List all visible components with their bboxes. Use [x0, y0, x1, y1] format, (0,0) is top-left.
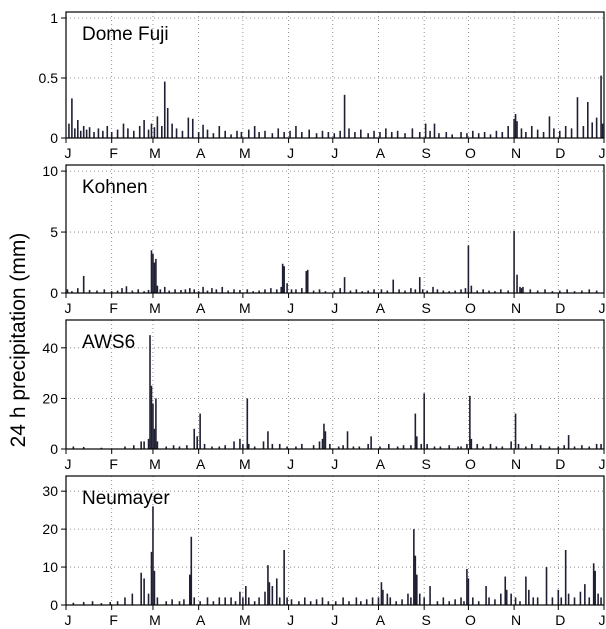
x-tick-label: M: [149, 145, 161, 161]
y-axis-label: 24 h precipitation (mm): [7, 233, 30, 448]
x-tick-label: N: [511, 456, 521, 472]
x-tick-label: J: [65, 300, 72, 316]
panel-title: Neumayer: [82, 488, 170, 509]
x-tick-label: J: [599, 612, 606, 628]
panel-title: Dome Fuji: [82, 24, 169, 45]
x-tick-label: A: [376, 456, 386, 472]
x-tick-label: D: [555, 145, 565, 161]
x-tick-label: A: [196, 300, 206, 316]
y-tick-label: 0: [50, 441, 58, 457]
x-tick-label: F: [109, 145, 118, 161]
x-tick-label: A: [196, 456, 206, 472]
x-tick-label: S: [422, 612, 431, 628]
y-tick-label: 20: [42, 390, 58, 406]
x-tick-label: N: [511, 300, 521, 316]
x-tick-label: J: [331, 300, 338, 316]
x-tick-label: M: [149, 300, 161, 316]
x-tick-label: S: [422, 300, 431, 316]
y-tick-label: 40: [42, 340, 58, 356]
x-tick-label: A: [196, 612, 206, 628]
x-tick-label: M: [239, 145, 251, 161]
x-tick-label: M: [239, 456, 251, 472]
y-tick-label: 1: [50, 10, 58, 26]
y-tick-label: 0.5: [39, 70, 59, 86]
y-tick-label: 20: [42, 521, 58, 537]
x-tick-label: O: [465, 300, 476, 316]
panel-title: Kohnen: [82, 177, 148, 198]
x-tick-label: J: [331, 456, 338, 472]
x-tick-label: J: [287, 300, 294, 316]
x-tick-label: M: [239, 300, 251, 316]
y-tick-label: 0: [50, 130, 58, 146]
x-tick-label: J: [65, 145, 72, 161]
x-tick-label: A: [196, 145, 206, 161]
panel-frame: [65, 475, 605, 606]
panel-frame: [65, 319, 605, 450]
x-tick-label: M: [239, 612, 251, 628]
x-tick-label: J: [65, 612, 72, 628]
x-tick-label: J: [287, 456, 294, 472]
x-tick-label: F: [109, 300, 118, 316]
x-tick-label: J: [287, 145, 294, 161]
x-tick-label: O: [465, 612, 476, 628]
x-tick-label: D: [555, 612, 565, 628]
x-tick-label: J: [599, 300, 606, 316]
x-tick-label: J: [65, 456, 72, 472]
x-tick-label: J: [331, 145, 338, 161]
x-tick-label: O: [465, 145, 476, 161]
y-tick-label: 0: [50, 597, 58, 613]
x-tick-label: J: [599, 456, 606, 472]
panel-frame: [65, 164, 605, 294]
x-tick-label: D: [555, 300, 565, 316]
y-tick-label: 10: [42, 163, 58, 179]
x-tick-label: O: [465, 456, 476, 472]
x-tick-label: D: [555, 456, 565, 472]
x-tick-label: M: [149, 612, 161, 628]
y-tick-label: 5: [50, 224, 58, 240]
x-tick-label: A: [376, 612, 386, 628]
panel-frame: [65, 11, 605, 139]
y-tick-label: 0: [50, 285, 58, 301]
x-tick-label: F: [109, 456, 118, 472]
y-tick-label: 10: [42, 559, 58, 575]
x-tick-label: M: [149, 456, 161, 472]
x-tick-label: S: [422, 456, 431, 472]
x-tick-label: F: [109, 612, 118, 628]
x-tick-label: J: [287, 612, 294, 628]
x-tick-label: A: [376, 145, 386, 161]
panel-title: AWS6: [82, 332, 135, 353]
x-tick-label: S: [422, 145, 431, 161]
x-tick-label: A: [376, 300, 386, 316]
x-tick-label: N: [511, 612, 521, 628]
x-tick-label: J: [599, 145, 606, 161]
y-tick-label: 30: [42, 483, 58, 499]
x-tick-label: N: [511, 145, 521, 161]
x-tick-label: J: [331, 612, 338, 628]
